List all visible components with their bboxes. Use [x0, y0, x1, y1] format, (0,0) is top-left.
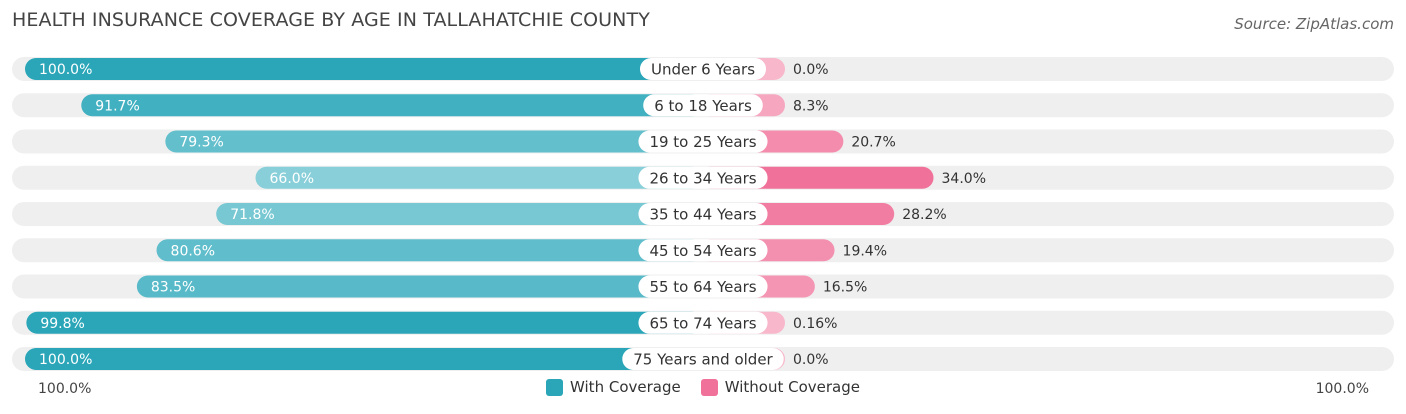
value-label-with-coverage: 80.6% — [171, 243, 215, 259]
coverage-chart: 100.0% 0.0% Under 6 Years 91.7% 8.3% 6 to 18 … — [12, 57, 1394, 371]
value-label-with-coverage: 91.7% — [95, 98, 139, 114]
category-pill — [638, 239, 768, 262]
legend-item-without-coverage: Without Coverage — [700, 378, 860, 396]
category-pill — [638, 166, 768, 189]
value-label-with-coverage: 83.5% — [151, 280, 195, 296]
bar-with-coverage — [255, 166, 703, 189]
category-label: 26 to 34 Years — [649, 169, 756, 187]
category-pill — [622, 348, 784, 370]
category-pill — [639, 58, 767, 80]
legend-swatch-with-coverage — [546, 378, 564, 396]
category-pill — [643, 94, 763, 117]
source-label: Source: ZipAtlas.com — [1234, 15, 1394, 33]
category-label: 45 to 54 Years — [649, 242, 756, 260]
bar-with-coverage — [165, 130, 703, 153]
value-label-with-coverage: 79.3% — [179, 135, 223, 151]
value-label-without-coverage: 0.0% — [793, 352, 829, 368]
legend-label-without-coverage: Without Coverage — [724, 378, 860, 396]
chart-title: HEALTH INSURANCE COVERAGE BY AGE IN TALL… — [12, 9, 650, 31]
category-pill — [638, 130, 768, 153]
category-label: 35 to 44 Years — [649, 206, 756, 224]
bar-with-coverage — [25, 348, 703, 370]
bar-with-coverage — [25, 58, 703, 80]
category-label: 19 to 25 Years — [649, 133, 756, 151]
value-label-without-coverage: 0.16% — [793, 316, 837, 332]
category-label: 6 to 18 Years — [654, 97, 752, 115]
value-label-without-coverage: 28.2% — [902, 207, 946, 223]
bar-with-coverage — [216, 203, 704, 225]
value-label-with-coverage: 99.8% — [40, 316, 84, 332]
category-pill — [638, 203, 768, 225]
bar-with-coverage — [156, 239, 704, 262]
value-label-without-coverage: 0.0% — [793, 62, 829, 78]
value-label-without-coverage: 19.4% — [843, 243, 887, 259]
value-label-without-coverage: 16.5% — [823, 280, 867, 296]
category-label: 55 to 64 Years — [649, 278, 756, 296]
category-pill — [638, 275, 768, 298]
category-label: 75 Years and older — [633, 351, 773, 369]
category-label: Under 6 Years — [651, 61, 755, 79]
category-pill — [638, 311, 768, 334]
axis-left-label: 100.0% — [38, 381, 92, 397]
value-label-with-coverage: 100.0% — [39, 62, 92, 78]
axis-right-label: 100.0% — [1315, 381, 1369, 397]
value-label-with-coverage: 71.8% — [230, 207, 274, 223]
legend-label-with-coverage: With Coverage — [570, 378, 681, 396]
bar-with-coverage — [136, 275, 703, 298]
value-label-without-coverage: 34.0% — [942, 171, 986, 187]
bar-with-coverage — [81, 94, 704, 117]
category-label: 65 to 74 Years — [649, 314, 756, 332]
value-label-with-coverage: 100.0% — [39, 352, 92, 368]
bar-with-coverage — [26, 311, 703, 334]
legend: With Coverage Without Coverage — [0, 378, 1406, 396]
legend-swatch-without-coverage — [700, 378, 718, 396]
value-label-without-coverage: 8.3% — [793, 98, 829, 114]
value-label-with-coverage: 66.0% — [270, 171, 314, 187]
legend-item-with-coverage: With Coverage — [546, 378, 681, 396]
value-label-without-coverage: 20.7% — [851, 135, 895, 151]
